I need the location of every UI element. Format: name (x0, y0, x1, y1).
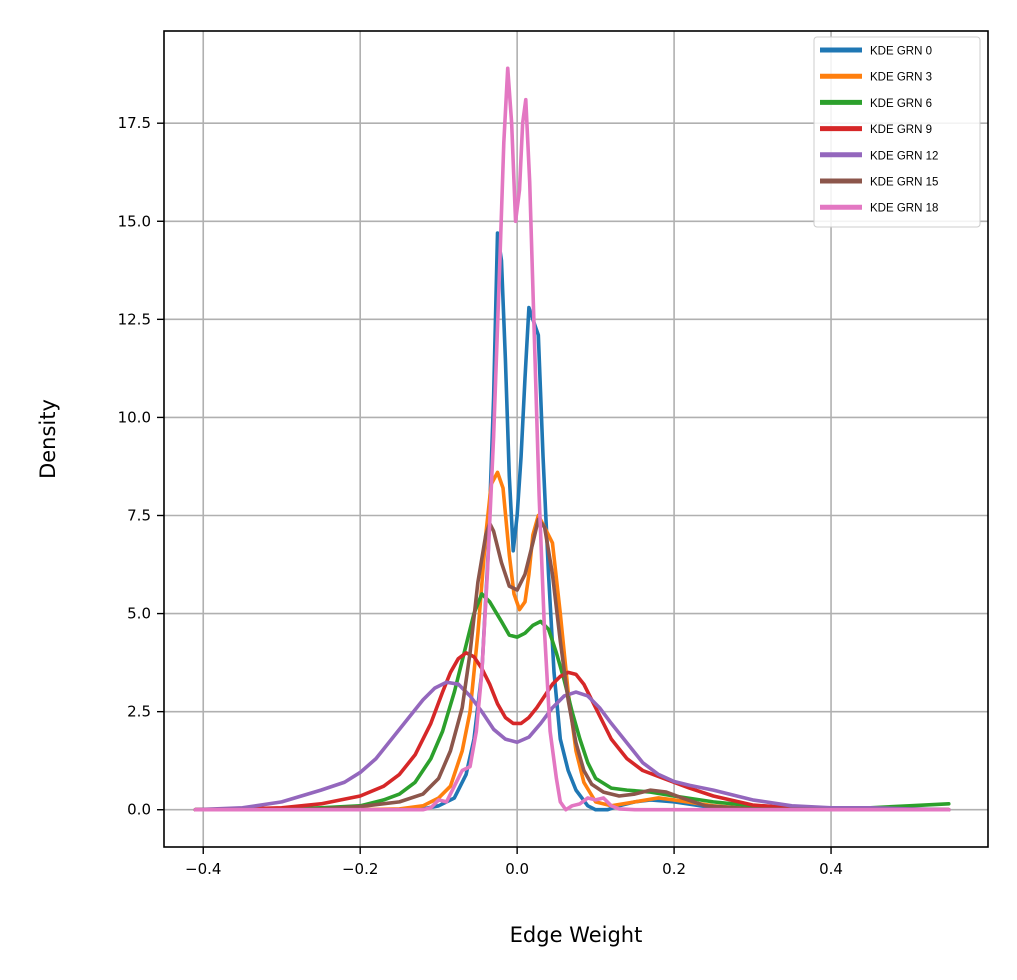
grid-lines (164, 31, 988, 847)
y-tick-label: 0.0 (127, 801, 151, 819)
series-line-5 (193, 517, 951, 812)
x-tick-label: 0.0 (505, 860, 529, 878)
x-tick-label: −0.4 (185, 860, 221, 878)
x-tick-label: −0.2 (342, 860, 378, 878)
y-tick-label: 10.0 (118, 408, 151, 426)
y-axis-title: Density (36, 399, 60, 479)
series-line-1 (193, 470, 951, 812)
chart-legend: KDE GRN 0 KDE GRN 3 KDE GRN 6 KDE GRN 9 KDE … (813, 36, 981, 228)
plot-area-frame (163, 30, 989, 848)
y-tick-label: 5.0 (127, 605, 151, 623)
legend-label: KDE GRN 18 (870, 203, 938, 215)
series-line-4 (193, 680, 951, 812)
y-tick-label: 15.0 (118, 212, 151, 230)
y-tick-label: 2.5 (127, 703, 151, 721)
series-line-2 (193, 592, 951, 812)
y-tick-label: 7.5 (127, 507, 151, 525)
y-axis-ticks: 0.0 2.5 5.0 7.5 10.0 12.5 15.0 17.5 (118, 114, 164, 819)
y-tick-label: 12.5 (118, 310, 151, 328)
legend-label: KDE GRN 15 (870, 177, 938, 189)
series-lines (193, 66, 951, 812)
legend-label: KDE GRN 6 (870, 98, 932, 110)
series-line-6 (193, 66, 951, 812)
legend-label: KDE GRN 12 (870, 150, 938, 162)
legend-label: KDE GRN 0 (870, 46, 932, 58)
x-axis-title: Edge Weight (510, 923, 643, 947)
y-tick-label: 17.5 (118, 114, 151, 132)
x-tick-label: 0.4 (819, 860, 843, 878)
x-axis-ticks: −0.4 −0.2 0.0 0.2 0.4 (185, 847, 843, 878)
legend-label: KDE GRN 3 (870, 72, 932, 84)
x-tick-label: 0.2 (662, 860, 686, 878)
legend-label: KDE GRN 9 (870, 124, 932, 136)
